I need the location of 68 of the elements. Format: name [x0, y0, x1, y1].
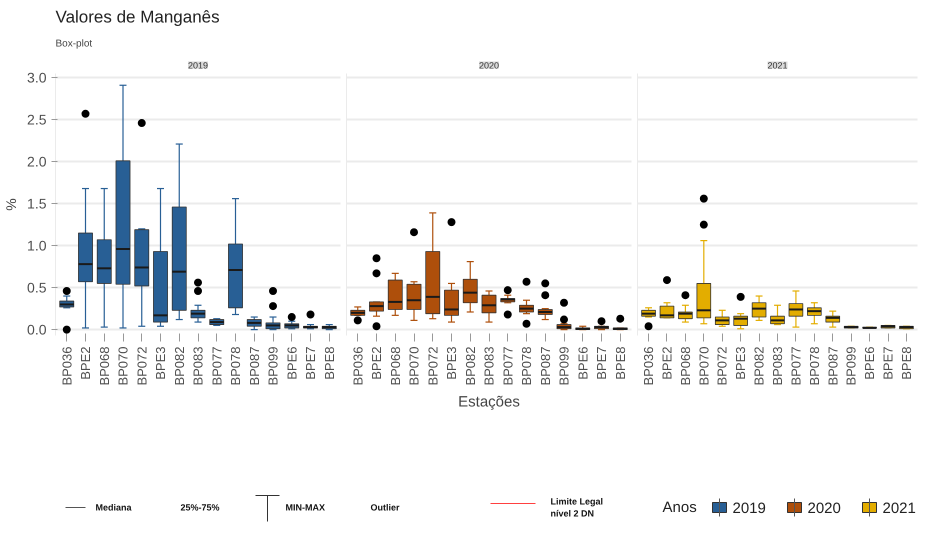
x-tick-label: BP099 [556, 346, 572, 386]
x-tick-label: BP072 [425, 346, 440, 386]
x-tick-label: BPE2 [659, 346, 674, 380]
x-tick-label: BPE6 [862, 346, 878, 380]
x-tick-label: BPE3 [733, 346, 748, 380]
x-tick-label: BPE2 [78, 346, 93, 380]
x-tick-label: BPE8 [322, 346, 337, 380]
x-tick-label: BPE6 [284, 346, 300, 380]
x-tick-label: BP078 [228, 346, 243, 386]
x-tick-label: BP068 [96, 346, 112, 386]
x-tick-label: BPE7 [594, 346, 609, 380]
text: 2019 [188, 60, 208, 70]
text: 2020 [478, 60, 500, 70]
x-tick-label: BP078 [806, 346, 822, 386]
x-tick-label: BP099 [266, 346, 280, 386]
x-tick-label: BP068 [388, 346, 403, 386]
x-tick-label: BP070 [406, 346, 422, 386]
legend-label: 2019 [732, 500, 766, 517]
x-tick-label: BP082 [172, 346, 187, 386]
x-tick-label: BP078 [519, 346, 534, 386]
x-tick-label: BPE6 [575, 346, 590, 380]
x-tick-label: BP087 [246, 346, 262, 386]
x-tick-label: BP077 [500, 346, 516, 386]
x-tick-label: BPE3 [444, 346, 459, 380]
x-tick-label: BP036 [350, 346, 366, 386]
legend-title: Anos [662, 499, 697, 516]
y-tick-label: 2.5 [27, 112, 47, 128]
x-tick-label: BPE7 [880, 346, 896, 380]
x-tick-label: BP036 [59, 346, 74, 386]
x-tick-label: BP068 [678, 346, 693, 386]
text: Limite Legal nível 2 DN [550, 496, 604, 518]
y-axis-title: % [3, 198, 20, 211]
x-tick-label: BP087 [825, 346, 840, 386]
text: 25%-75% [180, 502, 220, 512]
chart-title: Valores de Manganês [56, 8, 220, 26]
x-tick-label: BP077 [209, 346, 224, 386]
x-tick-label: BP083 [770, 346, 785, 386]
x-tick-label: BP072 [134, 346, 150, 386]
text: Outlier [370, 502, 400, 512]
y-tick-label: 0.0 [27, 322, 47, 338]
text: MIN-MAX [286, 502, 325, 512]
legend-label: 2021 [882, 500, 916, 517]
x-tick-label: BP036 [641, 346, 656, 386]
x-tick-label: BP070 [116, 346, 130, 386]
x-tick-label: BP070 [696, 346, 712, 386]
x-tick-label: BP083 [190, 346, 206, 386]
x-tick-label: BP082 [752, 346, 767, 386]
x-tick-label: BPE8 [898, 346, 914, 380]
y-tick-label: 3.0 [27, 70, 47, 86]
chart-subtitle: Box-plot [56, 38, 92, 50]
x-tick-label: BP082 [462, 346, 478, 386]
y-tick-label: 2.0 [27, 154, 47, 170]
x-axis-title: Estações [458, 394, 520, 411]
legend-label: 2020 [808, 500, 841, 517]
x-tick-label: BPE2 [369, 346, 384, 380]
x-tick-label: BPE7 [303, 346, 318, 380]
y-tick-label: 1.0 [27, 238, 47, 254]
x-tick-label: BPE3 [153, 346, 168, 380]
y-tick-label: 1.5 [27, 196, 47, 212]
x-tick-label: BP083 [482, 346, 496, 386]
x-tick-label: BP072 [714, 346, 730, 386]
x-tick-label: BP099 [844, 346, 859, 386]
x-tick-label: BP077 [788, 346, 804, 386]
text: 2021 [767, 60, 788, 70]
y-tick-label: 0.5 [27, 280, 47, 296]
x-tick-label: BPE8 [612, 346, 628, 380]
text: Mediana [96, 502, 133, 512]
x-tick-label: BP087 [538, 346, 553, 386]
